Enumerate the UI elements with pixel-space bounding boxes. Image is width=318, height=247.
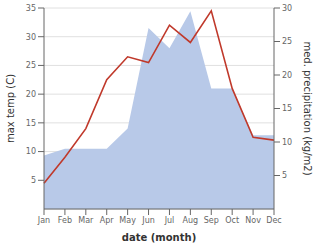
svg-text:15: 15 bbox=[282, 104, 292, 113]
svg-text:Oct: Oct bbox=[225, 216, 239, 225]
svg-text:Apr: Apr bbox=[100, 216, 115, 225]
svg-text:15: 15 bbox=[26, 119, 36, 128]
svg-text:10: 10 bbox=[282, 138, 292, 147]
svg-text:20: 20 bbox=[26, 90, 36, 99]
svg-text:5: 5 bbox=[282, 171, 287, 180]
svg-text:Dec: Dec bbox=[266, 216, 281, 225]
svg-text:med. precipitation (kg/m2): med. precipitation (kg/m2) bbox=[302, 41, 310, 175]
svg-text:10: 10 bbox=[26, 147, 36, 156]
svg-text:35: 35 bbox=[26, 4, 36, 13]
svg-text:max temp (C): max temp (C) bbox=[8, 74, 16, 143]
svg-text:Nov: Nov bbox=[245, 216, 261, 225]
svg-text:30: 30 bbox=[282, 4, 292, 13]
svg-text:30: 30 bbox=[26, 33, 36, 42]
svg-text:Sep: Sep bbox=[204, 216, 219, 225]
svg-text:May: May bbox=[119, 216, 136, 225]
svg-text:25: 25 bbox=[26, 61, 36, 70]
svg-text:date (month): date (month) bbox=[122, 232, 196, 243]
svg-text:Aug: Aug bbox=[183, 216, 199, 225]
svg-text:25: 25 bbox=[282, 37, 292, 46]
svg-text:Jun: Jun bbox=[141, 216, 155, 225]
svg-text:Feb: Feb bbox=[58, 216, 72, 225]
svg-text:Jan: Jan bbox=[37, 216, 50, 225]
svg-text:20: 20 bbox=[282, 71, 292, 80]
svg-text:Mar: Mar bbox=[78, 216, 94, 225]
svg-text:Jul: Jul bbox=[164, 216, 175, 225]
svg-text:5: 5 bbox=[31, 176, 36, 185]
